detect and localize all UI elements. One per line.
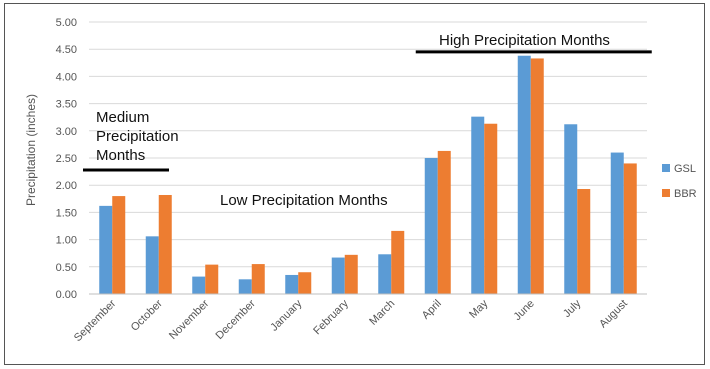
chart-frame: 0.00 0.50 1.00 1.50 2.00 2.50 3.00 3.50 4.00 4.50… (4, 3, 705, 365)
x-tick-label: September (72, 297, 119, 344)
x-tick-label: June (512, 298, 537, 323)
x-tick-labels: September October November December January F… (72, 297, 630, 344)
x-tick-label: May (467, 297, 491, 321)
bar-gsl-january (285, 274, 299, 294)
bar-gsl-april (424, 158, 438, 294)
bars (99, 55, 637, 295)
bar-bbr-april (437, 150, 451, 294)
bar-gsl-september (99, 205, 113, 294)
x-tick-label: January (268, 297, 305, 334)
y-tick-label: 1.00 (56, 235, 77, 247)
y-tick-label: 2.00 (56, 180, 77, 192)
x-tick-label: February (311, 297, 351, 337)
annotation-medium-line: Precipitation (96, 128, 179, 145)
bar-gsl-october (145, 236, 159, 294)
bar-gsl-february (331, 257, 345, 294)
x-tick-label: November (167, 297, 212, 342)
bar-bbr-march (391, 230, 405, 294)
bar-bbr-july (577, 189, 591, 294)
bar-bbr-may (484, 123, 498, 294)
y-tick-label: 3.50 (56, 99, 77, 111)
bar-gsl-august (610, 152, 624, 294)
x-tick-label: July (561, 297, 584, 320)
bar-bbr-december (251, 264, 265, 294)
y-tick-label: 0.50 (56, 262, 77, 274)
bar-bbr-june (530, 58, 544, 295)
x-tick-label: March (367, 298, 397, 328)
legend-label-gsl: GSL (674, 163, 696, 175)
y-tick-label: 5.00 (56, 17, 77, 29)
legend-swatch-bbr (662, 189, 670, 197)
x-tick-label: April (420, 298, 444, 322)
bar-bbr-august (623, 163, 637, 294)
y-tick-label: 1.50 (56, 207, 77, 219)
y-tick-labels: 0.00 0.50 1.00 1.50 2.00 2.50 3.00 3.50 4.00 4.50… (56, 17, 77, 301)
x-tick-label: December (214, 297, 259, 342)
bar-bbr-october (158, 194, 172, 294)
annotation-medium-line: Medium (96, 109, 149, 126)
bar-gsl-june (517, 55, 531, 295)
bar-bbr-february (344, 254, 358, 294)
bar-gsl-march (378, 254, 392, 294)
annotation-high: High Precipitation Months (439, 32, 610, 49)
y-tick-label: 4.50 (56, 44, 77, 56)
y-tick-label: 4.00 (56, 71, 77, 83)
y-axis-label: Precipitation (inches) (24, 94, 38, 206)
x-tick-label: August (597, 298, 630, 331)
bar-bbr-september (112, 196, 126, 294)
legend: GSL BBR (662, 163, 697, 200)
bar-bbr-november (205, 264, 219, 294)
precipitation-bar-chart: 0.00 0.50 1.00 1.50 2.00 2.50 3.00 3.50 4.00 4.50… (24, 17, 697, 344)
annotation-low: Low Precipitation Months (220, 192, 388, 209)
bar-gsl-may (471, 116, 485, 294)
bar-gsl-december (238, 279, 252, 294)
legend-label-bbr: BBR (674, 188, 697, 200)
x-tick-label: October (129, 297, 165, 333)
bar-gsl-july (564, 124, 578, 294)
legend-swatch-gsl (662, 164, 670, 172)
gridlines (89, 21, 647, 268)
bar-bbr-january (298, 272, 312, 294)
y-tick-label: 3.00 (56, 126, 77, 138)
y-tick-label: 2.50 (56, 153, 77, 165)
annotations: Medium Precipitation Months Low Precipitati… (83, 32, 652, 209)
annotation-medium-line: Months (96, 147, 145, 164)
y-tick-label: 0.00 (56, 289, 77, 301)
bar-gsl-november (192, 276, 206, 294)
